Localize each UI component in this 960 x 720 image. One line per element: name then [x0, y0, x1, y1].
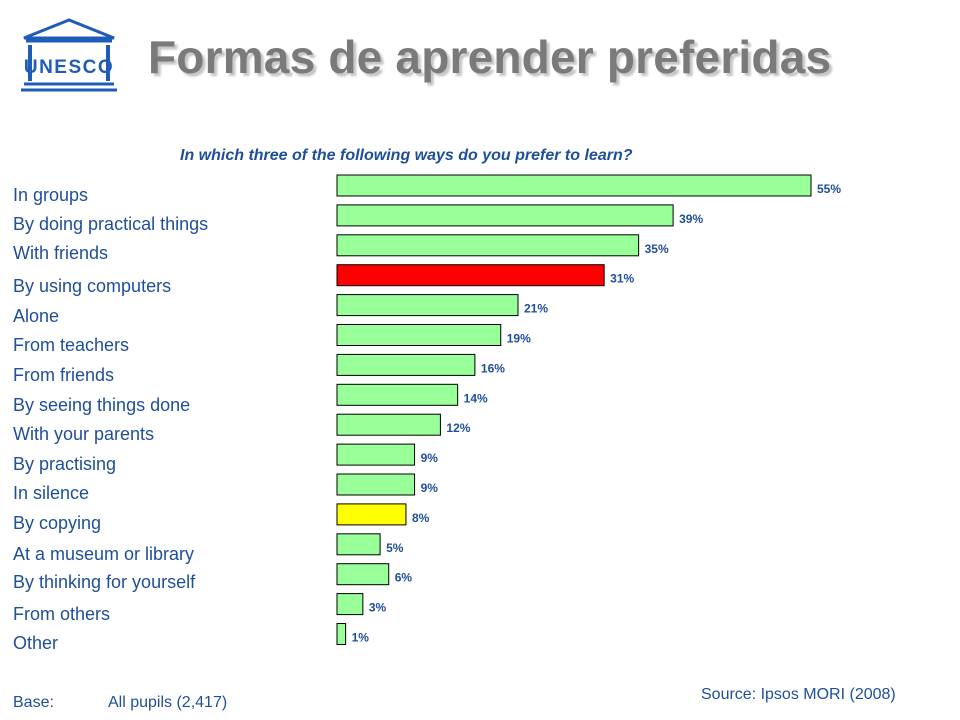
category-label-museum-library: At a museum or library: [13, 544, 195, 564]
bar-value-label-3: 31%: [610, 272, 634, 286]
bar-value-label-12: 5%: [386, 541, 404, 555]
bar-value-label-15: 1%: [352, 631, 370, 645]
bar-4: [336, 294, 519, 317]
category-label-from-teachers: From teachers: [13, 335, 130, 355]
category-label-using-computers: By using computers: [13, 276, 172, 296]
page-title: Formas de aprender preferidas: [148, 31, 832, 83]
source-note: Source: Ipsos MORI (2008): [701, 686, 896, 703]
bar-9: [336, 443, 416, 466]
category-label-with-parents: With your parents: [13, 424, 155, 444]
bar-10: [336, 473, 416, 496]
bar-0: [336, 174, 812, 197]
category-label-copying: By copying: [13, 513, 102, 533]
bar-8: [336, 413, 441, 436]
bar-7: [336, 383, 459, 406]
bar-15: [336, 623, 347, 645]
svg-text:UNESCO: UNESCO: [24, 57, 114, 78]
bar-13: [336, 563, 390, 586]
bar-11: [336, 503, 407, 526]
category-label-other: Other: [13, 633, 59, 653]
base-label: Base:: [13, 694, 54, 711]
bar-1: [336, 204, 674, 227]
bar-value-label-6: 16%: [481, 361, 505, 375]
bar-14: [336, 593, 364, 616]
bar-3: [336, 264, 605, 287]
category-label-from-friends: From friends: [13, 365, 115, 385]
bar-value-label-14: 3%: [369, 601, 387, 615]
bar-5: [336, 324, 502, 346]
category-label-thinking-yourself: By thinking for yourself: [13, 572, 196, 592]
bar-value-label-5: 19%: [507, 332, 531, 346]
bar-2: [336, 234, 640, 257]
bar-value-label-13: 6%: [395, 571, 413, 585]
chart-title: In which three of the following ways do …: [180, 147, 633, 164]
bar-value-label-11: 8%: [412, 511, 430, 525]
bar-value-label-10: 9%: [421, 481, 439, 495]
bar-value-label-8: 12%: [446, 421, 470, 435]
category-label-from-others: From others: [13, 604, 111, 624]
bar-12: [336, 533, 381, 556]
bar-value-label-4: 21%: [524, 302, 548, 316]
base-value: All pupils (2,417): [108, 694, 228, 711]
bar-value-label-9: 9%: [421, 451, 439, 465]
bar-value-label-7: 14%: [464, 391, 488, 405]
category-label-with-friends: With friends: [13, 243, 109, 263]
category-label-practising: By practising: [13, 454, 117, 474]
bar-value-label-1: 39%: [679, 212, 703, 226]
category-label-alone: Alone: [13, 306, 60, 326]
bar-value-label-2: 35%: [645, 242, 669, 256]
category-label-in-silence: In silence: [13, 483, 90, 503]
bar-value-label-0: 55%: [817, 182, 841, 196]
category-label-in-groups: In groups: [13, 185, 89, 205]
bar-6: [336, 353, 476, 376]
category-label-practical-things: By doing practical things: [13, 214, 209, 234]
unesco-logo: UNESCO: [21, 18, 117, 92]
category-label-seeing-things-done: By seeing things done: [13, 395, 191, 415]
